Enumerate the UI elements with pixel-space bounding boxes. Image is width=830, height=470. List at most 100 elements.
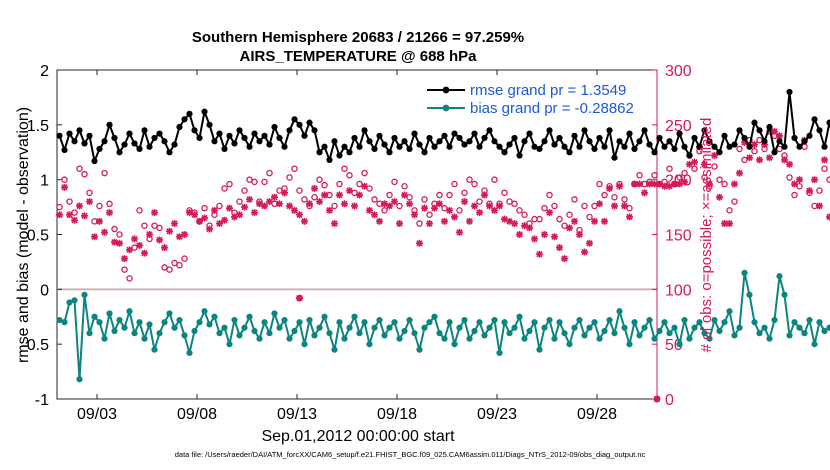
obs-assimilated-marker <box>491 206 498 214</box>
obs-assimilated-marker <box>321 191 328 199</box>
obs-possible-marker <box>756 136 763 144</box>
rmse-data-point <box>276 134 283 142</box>
rmse-data-point <box>126 130 133 137</box>
bias-data-point <box>111 327 118 335</box>
obs-possible-marker <box>301 196 308 203</box>
obs-assimilated-marker <box>461 198 468 206</box>
rmse-data-point <box>401 138 408 145</box>
rmse-data-point <box>321 143 328 150</box>
bias-data-point <box>316 324 323 331</box>
bias-data-point <box>621 324 628 331</box>
rmse-data-point <box>756 127 763 134</box>
rmse-data-point <box>506 141 513 148</box>
bias-data-point <box>256 335 263 342</box>
obs-assimilated-marker <box>446 206 453 214</box>
bias-data-point <box>86 330 93 337</box>
bias-data-point <box>161 319 168 326</box>
bias-data-point <box>826 324 830 331</box>
rmse-data-point <box>541 138 548 145</box>
obs-possible-marker <box>161 264 168 271</box>
bias-data-point <box>171 324 178 331</box>
obs-assimilated-marker <box>401 191 408 199</box>
bias-data-point <box>96 319 103 326</box>
bias-data-point <box>456 324 463 331</box>
obs-assimilated-marker <box>701 160 708 168</box>
y-tick-label: 1.5 <box>27 118 49 135</box>
rmse-data-point <box>356 143 363 150</box>
rmse-data-point <box>431 143 438 150</box>
obs-possible-marker <box>226 180 233 188</box>
bias-data-point <box>741 269 748 276</box>
bias-data-point <box>666 330 673 337</box>
rmse-data-point <box>106 121 113 128</box>
obs-possible-marker <box>371 196 378 203</box>
obs-possible-marker <box>681 169 688 177</box>
rmse-data-point <box>531 143 538 150</box>
obs-assimilated-marker <box>606 184 613 192</box>
obs-possible-marker <box>516 207 523 214</box>
obs-assimilated-marker <box>316 198 323 206</box>
rmse-data-point <box>641 127 648 134</box>
obs-possible-marker <box>291 165 298 172</box>
rmse-data-point <box>561 143 568 150</box>
rmse-data-point <box>511 134 518 142</box>
bias-data-point <box>71 297 78 304</box>
plot-area: 09/03 09/08 09/13 09/18 09/23 09/28 -1 -0.5 0 0.5… <box>21 63 830 423</box>
bias-data-point <box>286 335 293 342</box>
obs-assimilated-marker <box>481 191 488 199</box>
obs-possible-marker <box>66 198 73 205</box>
bias-data-point <box>791 319 798 326</box>
bias-data-point <box>201 308 208 315</box>
rmse-data-point <box>136 145 143 153</box>
rmse-data-point <box>651 149 658 156</box>
obs-assimilated-marker <box>161 244 168 252</box>
obs-assimilated-marker <box>391 198 398 206</box>
obs-assimilated-marker <box>276 200 283 208</box>
obs-assimilated-marker <box>221 216 228 224</box>
bias-data-point <box>801 330 808 337</box>
rmse-data-point <box>716 149 723 156</box>
bias-data-point <box>106 310 113 317</box>
obs-assimilated-marker <box>131 235 138 243</box>
obs-assimilated-marker <box>281 189 288 197</box>
bias-data-point <box>206 321 213 328</box>
obs-assimilated-marker <box>576 231 583 238</box>
rmse-data-point <box>156 130 163 137</box>
rmse-data-point <box>331 138 338 145</box>
obs-possible-marker <box>176 261 183 269</box>
obs-assimilated-marker <box>806 187 813 195</box>
bias-data-point <box>211 313 218 320</box>
bias-data-point <box>431 313 438 320</box>
bias-data-point <box>151 346 158 353</box>
obs-assimilated-marker <box>731 180 738 188</box>
obs-assimilated-marker <box>436 200 443 208</box>
bias-data-point <box>726 308 733 315</box>
y-tick-label: 0 <box>40 282 49 299</box>
rmse-data-point <box>666 138 673 145</box>
obs-possible-marker <box>261 178 268 186</box>
rmse-data-point <box>421 149 428 156</box>
rmse-data-point <box>791 134 798 142</box>
rmse-data-point <box>241 134 248 142</box>
obs-possible-marker <box>311 193 318 201</box>
obs-possible-marker <box>541 204 548 212</box>
obs-assimilated-marker <box>756 156 763 164</box>
obs-possible-marker <box>721 180 728 188</box>
bias-data-point <box>731 332 738 339</box>
obs-possible-marker <box>476 198 483 205</box>
rmse-data-point <box>326 156 333 164</box>
obs-assimilated-marker <box>386 202 393 210</box>
rmse-data-point <box>411 130 418 137</box>
obs-assimilated-marker <box>136 241 143 249</box>
rmse-data-point <box>461 141 468 148</box>
bias-data-point <box>191 327 198 335</box>
bias-data-point <box>561 330 568 337</box>
bias-data-point <box>776 273 783 280</box>
obs-possible-marker <box>421 196 428 203</box>
y-right-tick-label: 250 <box>665 118 692 135</box>
rmse-data-point <box>556 134 563 142</box>
bias-data-point <box>441 335 448 342</box>
rmse-data-point <box>476 143 483 150</box>
obs-assimilated-marker <box>56 211 63 219</box>
obs-assimilated-marker <box>341 200 348 208</box>
